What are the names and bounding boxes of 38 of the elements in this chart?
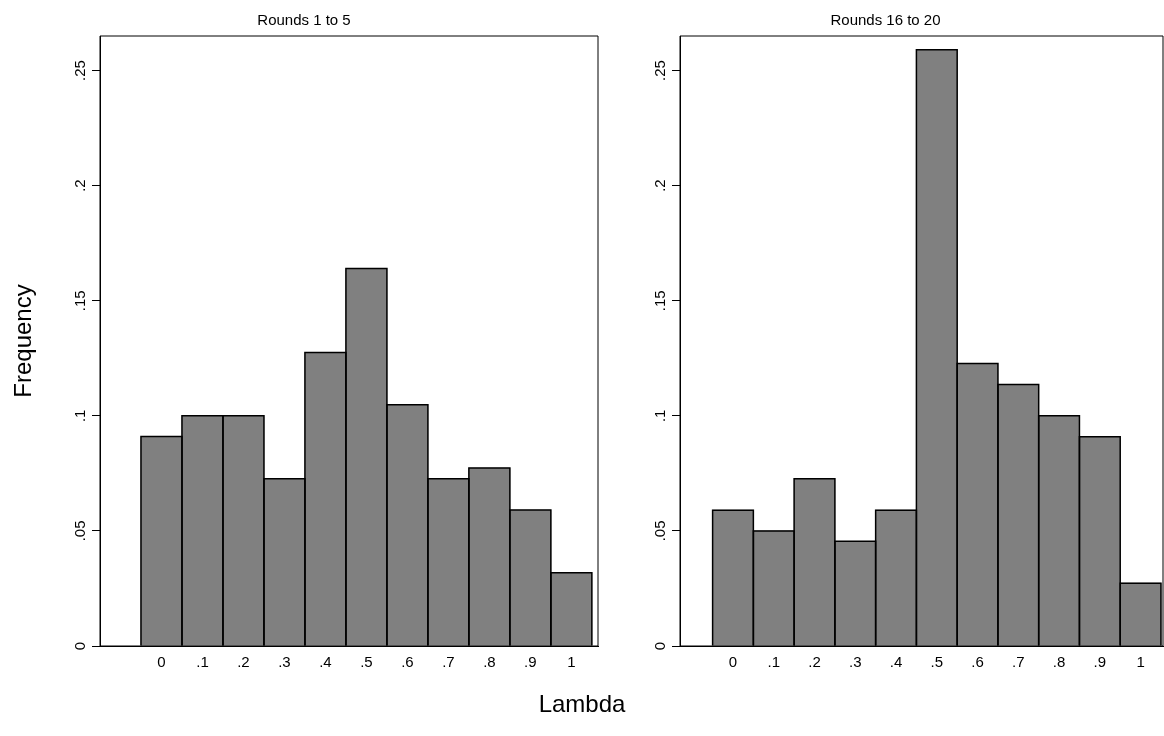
x-axis-title: Lambda — [537, 690, 627, 718]
x-tick-label: .5 — [930, 653, 944, 671]
y-tick-label: .25 — [70, 60, 88, 81]
y-tick-label: .05 — [650, 520, 668, 542]
x-tick-label: 1 — [1136, 653, 1145, 671]
y-tick-label: .15 — [70, 290, 88, 312]
y-tick-label: 0 — [70, 641, 88, 651]
x-tick-label: .4 — [889, 653, 903, 671]
x-tick-label: .3 — [849, 653, 862, 671]
x-tick-label: .6 — [971, 653, 984, 671]
x-tick-label: .8 — [1052, 653, 1066, 671]
chart-title: Rounds 1 to 5 — [257, 11, 351, 29]
y-tick-label: .05 — [70, 520, 88, 542]
x-tick-label: .1 — [196, 653, 209, 671]
x-tick-label: .5 — [360, 653, 373, 671]
x-tick-label: 0 — [157, 653, 166, 671]
x-tick-label: .3 — [278, 653, 291, 671]
y-tick-label: .15 — [650, 290, 668, 312]
x-tick-label: .8 — [483, 653, 496, 671]
x-tick-label: .1 — [767, 653, 780, 671]
x-tick-label: .9 — [524, 653, 537, 671]
y-axis-title: Frequency — [9, 284, 37, 398]
x-tick-label: .6 — [401, 653, 414, 671]
x-tick-label: 0 — [728, 653, 738, 671]
x-tick-label: .2 — [808, 653, 821, 671]
y-tick-label: .2 — [70, 179, 88, 192]
x-tick-label: .9 — [1093, 653, 1107, 671]
x-tick-label: 1 — [567, 653, 576, 671]
x-tick-label: .7 — [442, 653, 455, 671]
y-tick-label: 0 — [650, 641, 668, 651]
x-tick-label: .4 — [319, 653, 332, 671]
y-tick-label: .1 — [70, 409, 88, 423]
y-tick-label: .1 — [650, 409, 668, 423]
chart-title: Rounds 16 to 20 — [830, 11, 941, 29]
y-tick-label: .2 — [650, 179, 668, 192]
x-tick-label: .7 — [1012, 653, 1025, 671]
x-tick-label: .2 — [237, 653, 250, 671]
y-tick-label: .25 — [650, 60, 668, 81]
